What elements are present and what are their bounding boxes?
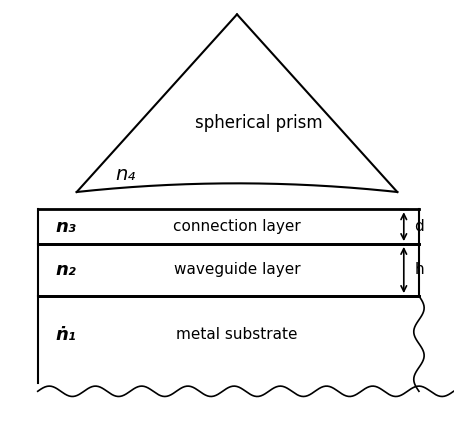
Text: n₂: n₂ [55, 261, 76, 279]
Text: n₄: n₄ [116, 165, 136, 184]
Text: ṅ₁: ṅ₁ [55, 326, 76, 344]
Text: spherical prism: spherical prism [195, 114, 322, 132]
Text: n₃: n₃ [55, 218, 76, 236]
Text: metal substrate: metal substrate [176, 327, 298, 342]
Text: d: d [415, 219, 424, 234]
Text: connection layer: connection layer [173, 219, 301, 234]
FancyBboxPatch shape [38, 209, 419, 244]
Text: h: h [415, 262, 424, 277]
Text: waveguide layer: waveguide layer [173, 262, 301, 277]
